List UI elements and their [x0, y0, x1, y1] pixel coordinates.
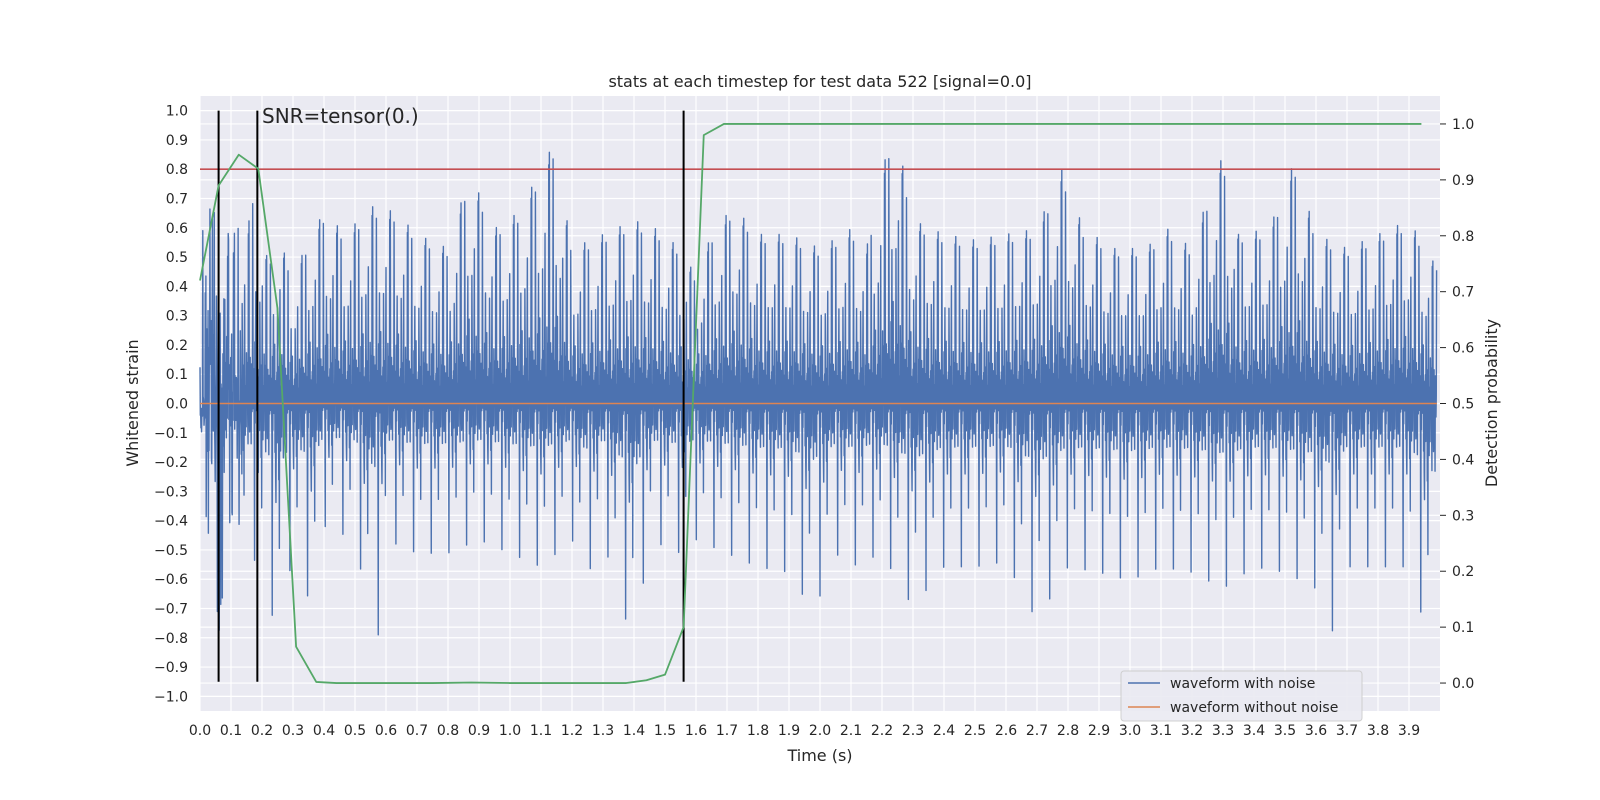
- x-tick-label: 3.3: [1212, 723, 1234, 739]
- x-tick-label: 0.5: [344, 723, 366, 739]
- y-tick-label: 0.3: [166, 309, 188, 325]
- snr-annotation: SNR=tensor(0.): [262, 104, 419, 128]
- x-tick-label: 1.6: [685, 723, 707, 739]
- y-tick-label: −0.6: [154, 572, 188, 588]
- y-tick-label: 0.2: [166, 338, 188, 354]
- y-tick-label: 0.4: [166, 279, 188, 295]
- y-tick-label: 0.9: [166, 133, 188, 149]
- x-tick-label: 0.2: [251, 723, 273, 739]
- x-tick-label: 2.3: [902, 723, 924, 739]
- y2-tick-label: 0.2: [1452, 564, 1474, 580]
- x-tick-label: 3.7: [1336, 723, 1358, 739]
- y-tick-label: 0.1: [166, 367, 188, 383]
- y2-tick-label: 0.6: [1452, 341, 1474, 357]
- legend-label-waveform-with-noise: waveform with noise: [1170, 676, 1315, 692]
- y-tick-label: −0.1: [154, 426, 188, 442]
- x-tick-label: 2.4: [933, 723, 955, 739]
- y-tick-label: 0.5: [166, 250, 188, 266]
- x-tick-label: 2.2: [871, 723, 893, 739]
- y-tick-label: 0.8: [166, 162, 188, 178]
- y-tick-label: −0.9: [154, 660, 188, 676]
- x-tick-label: 0.6: [375, 723, 397, 739]
- x-tick-label: 2.9: [1088, 723, 1110, 739]
- x-tick-label: 3.8: [1367, 723, 1389, 739]
- x-tick-label: 3.5: [1274, 723, 1296, 739]
- x-tick-label: 0.0: [189, 723, 211, 739]
- y2-tick-label: 1.0: [1452, 117, 1474, 133]
- y-tick-label: −0.3: [154, 484, 188, 500]
- x-tick-label: 2.5: [964, 723, 986, 739]
- y-tick-label: −0.7: [154, 602, 188, 618]
- y-tick-label: 0.0: [166, 397, 188, 413]
- x-tick-label: 3.1: [1150, 723, 1172, 739]
- x-axis-label: Time (s): [786, 746, 852, 765]
- x-tick-label: 3.4: [1243, 723, 1265, 739]
- x-tick-label: 2.0: [809, 723, 831, 739]
- legend-box: [1120, 670, 1363, 722]
- x-tick-label: 0.8: [437, 723, 459, 739]
- series-detection-probability: [199, 123, 1422, 684]
- series-waveform-with-noise: [199, 151, 1438, 636]
- x-tick-label: 0.4: [313, 723, 335, 739]
- x-tick-label: 2.8: [1057, 723, 1079, 739]
- x-tick-label: 3.6: [1305, 723, 1327, 739]
- x-tick-label: 1.8: [747, 723, 769, 739]
- x-tick-label: 1.1: [530, 723, 552, 739]
- y2-tick-label: 0.0: [1452, 676, 1474, 692]
- y2-tick-label: 0.4: [1452, 452, 1474, 468]
- x-tick-label: 1.9: [778, 723, 800, 739]
- x-tick-label: 3.2: [1181, 723, 1203, 739]
- x-tick-label: 1.2: [561, 723, 583, 739]
- ticks: 0.0 0.1 0.2 0.3 0.4 0.5 0.6 0.7 0.8 0.9 1.0 1.1 1.2 1…: [154, 104, 1474, 739]
- x-tick-label: 1.0: [499, 723, 521, 739]
- y-tick-label: 0.7: [166, 192, 188, 208]
- y2-tick-label: 0.9: [1452, 173, 1474, 189]
- x-tick-label: 3.9: [1398, 723, 1420, 739]
- legend: waveform with noise waveform without noi…: [1120, 670, 1363, 722]
- y2-tick-label: 0.7: [1452, 285, 1474, 301]
- y2-axis-label: Detection probability: [1482, 319, 1501, 487]
- x-tick-label: 2.1: [840, 723, 862, 739]
- y-tick-label: −0.8: [154, 631, 188, 647]
- y-tick-label: −0.5: [154, 543, 188, 559]
- series-layer: [199, 110, 1440, 684]
- x-tick-label: 2.6: [995, 723, 1017, 739]
- y-tick-label: −1.0: [154, 689, 188, 705]
- y2-tick-label: 0.1: [1452, 620, 1474, 636]
- x-tick-label: 2.7: [1026, 723, 1048, 739]
- y-axis-label: Whitened strain: [123, 339, 142, 466]
- x-tick-label: 1.5: [654, 723, 676, 739]
- x-tick-label: 0.3: [282, 723, 304, 739]
- y2-tick-label: 0.5: [1452, 397, 1474, 413]
- y2-tick-label: 0.8: [1452, 229, 1474, 245]
- x-tick-label: 3.0: [1119, 723, 1141, 739]
- x-tick-label: 0.1: [220, 723, 242, 739]
- x-tick-label: 1.3: [592, 723, 614, 739]
- x-tick-label: 1.7: [716, 723, 738, 739]
- y-tick-label: −0.2: [154, 455, 188, 471]
- x-tick-label: 0.9: [468, 723, 490, 739]
- chart-title: stats at each timestep for test data 522…: [608, 72, 1031, 91]
- y-tick-label: 0.6: [166, 221, 188, 237]
- y-tick-label: 1.0: [166, 104, 188, 120]
- x-tick-label: 0.7: [406, 723, 428, 739]
- y2-tick-label: 0.3: [1452, 508, 1474, 524]
- y-tick-label: −0.4: [154, 514, 188, 530]
- x-tick-label: 1.4: [623, 723, 645, 739]
- legend-label-waveform-without-noise: waveform without noise: [1170, 700, 1338, 716]
